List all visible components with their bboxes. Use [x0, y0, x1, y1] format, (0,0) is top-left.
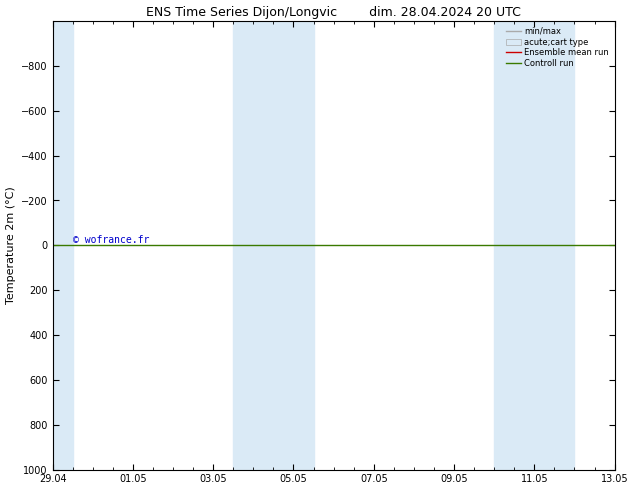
Text: © wofrance.fr: © wofrance.fr — [73, 235, 149, 245]
Title: ENS Time Series Dijon/Longvic        dim. 28.04.2024 20 UTC: ENS Time Series Dijon/Longvic dim. 28.04… — [146, 5, 521, 19]
Bar — [494, 21, 574, 469]
Bar — [233, 21, 314, 469]
Bar — [53, 21, 73, 469]
Y-axis label: Temperature 2m (°C): Temperature 2m (°C) — [6, 187, 16, 304]
Legend: min/max, acute;cart type, Ensemble mean run, Controll run: min/max, acute;cart type, Ensemble mean … — [504, 25, 611, 70]
